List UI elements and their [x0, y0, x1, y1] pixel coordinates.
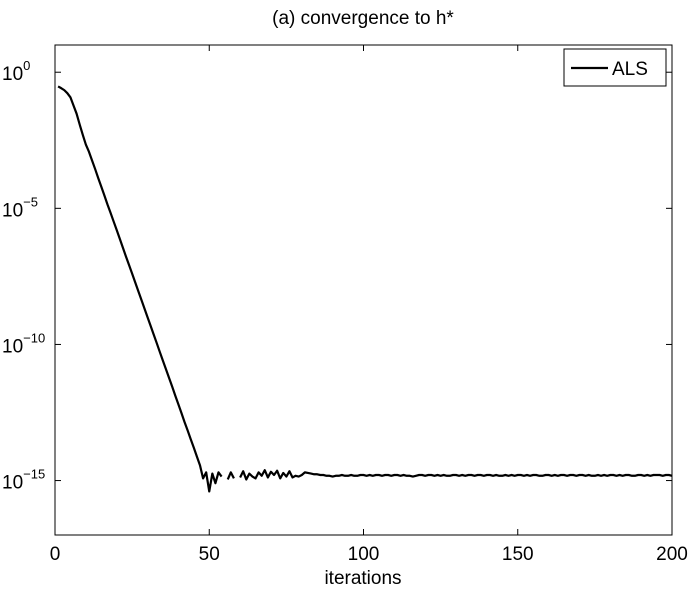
y-tick-exponent: 0	[23, 58, 30, 73]
y-tick-label: 10−15	[2, 467, 45, 494]
y-tick-label: 100	[2, 58, 30, 85]
y-tick-exponent: −15	[23, 467, 45, 482]
y-tick-base: 10	[2, 473, 23, 494]
x-tick-label: 0	[50, 544, 61, 565]
plot-frame	[54, 44, 673, 536]
legend-label: ALS	[612, 59, 648, 80]
series-line	[57, 85, 673, 493]
x-tick-label: 200	[656, 544, 688, 565]
x-tick-label: 100	[348, 544, 380, 565]
chart-title: (a) convergence to h*	[272, 8, 454, 29]
y-tick-base: 10	[2, 200, 23, 221]
y-tick-exponent: −5	[23, 194, 38, 209]
y-tick-label: 10−10	[2, 330, 45, 357]
x-axis-label: iterations	[324, 568, 401, 589]
x-tick-label: 150	[502, 544, 534, 565]
y-tick-exponent: −10	[23, 330, 45, 345]
x-tick-label: 50	[199, 544, 220, 565]
y-tick-base: 10	[2, 64, 23, 85]
y-tick-label: 10−5	[2, 194, 38, 221]
y-tick-base: 10	[2, 336, 23, 357]
